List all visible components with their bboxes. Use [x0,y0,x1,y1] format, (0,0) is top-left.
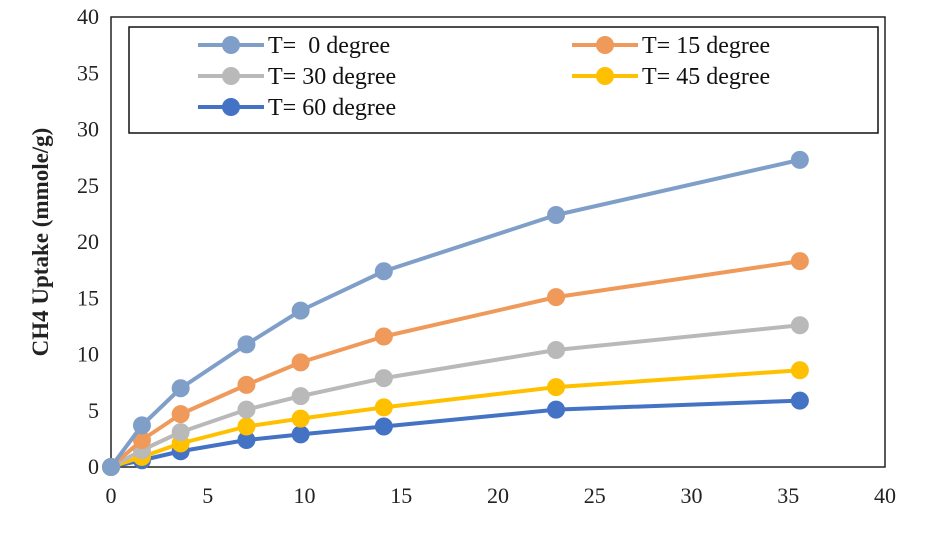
series-group [102,252,809,476]
series-group [102,391,809,476]
legend: T= 0 degree T= 15 degree T= 30 degree T= 45… [198,33,770,121]
legend-item: T= 45 degree [572,64,770,90]
x-tick-label: 10 [294,483,316,508]
data-point [790,252,809,271]
data-point [374,417,393,436]
data-point [171,423,190,442]
y-tick-label: 0 [88,454,99,479]
legend-swatch-marker [222,98,240,116]
data-point [171,405,190,424]
y-tick-label: 10 [77,342,99,367]
data-point [790,391,809,410]
data-point [132,431,151,449]
y-tick-label: 25 [77,173,99,198]
x-tick-label: 25 [584,483,606,508]
y-axis-title: CH4 Uptake (mmole/g) [28,128,53,357]
data-point [291,353,310,372]
data-point [374,369,393,388]
x-tick-label: 15 [390,483,412,508]
series-layer [102,150,809,476]
data-point [374,327,393,346]
x-tick-label: 40 [874,483,896,508]
data-point [171,379,190,398]
plot-area-frame [110,16,886,468]
legend-label: T= 15 degree [642,33,770,59]
legend-label: T= 60 degree [268,95,396,121]
legend-label: T= 0 degree [268,33,390,59]
y-tick-label: 30 [77,117,99,142]
y-tick-label: 5 [88,398,99,423]
x-axis: 0 5 10 15 20 25 30 35 40 [106,483,897,508]
legend-swatch-marker [596,36,614,54]
data-point [237,375,256,394]
legend-item: T= 0 degree [198,33,390,59]
x-tick-label: 0 [106,483,117,508]
data-point [547,206,566,224]
y-tick-label: 15 [77,285,99,310]
y-axis: 0 5 10 15 20 25 30 35 40 [77,4,99,479]
legend-label: T= 30 degree [268,64,396,90]
data-point [547,400,566,419]
data-point [291,387,310,406]
data-point [547,288,566,307]
data-point [790,150,809,169]
x-tick-label: 35 [777,483,799,508]
data-point [291,301,310,320]
data-point [237,400,256,419]
data-point [132,416,151,435]
data-point [102,458,120,476]
data-point [374,398,393,417]
data-point [790,361,809,380]
series-group [102,316,809,476]
data-point [237,431,256,449]
data-point [547,378,566,397]
data-point [237,417,256,436]
series-group [102,150,809,476]
legend-swatch-marker [222,67,240,85]
legend-swatch-marker [596,67,614,85]
data-point [547,341,566,359]
legend-item: T= 60 degree [198,95,396,121]
legend-item: T= 30 degree [198,64,396,90]
x-tick-label: 20 [487,483,509,508]
data-point [374,262,393,281]
data-point [237,335,256,354]
legend-item: T= 15 degree [572,33,770,59]
y-tick-label: 35 [77,60,99,85]
x-tick-label: 5 [202,483,213,508]
legend-swatch-marker [222,36,240,54]
x-tick-label: 30 [681,483,703,508]
y-tick-label: 40 [77,4,99,29]
data-point [291,425,310,444]
legend-label: T= 45 degree [642,64,770,90]
data-point [790,316,809,335]
data-point [291,409,310,428]
y-tick-label: 20 [77,229,99,254]
